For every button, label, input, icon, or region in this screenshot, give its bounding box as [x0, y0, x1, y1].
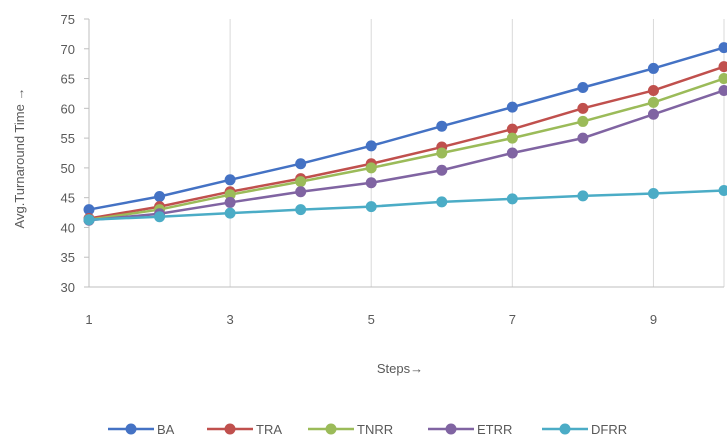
- legend-swatch-marker: [559, 423, 571, 435]
- y-tick-label-55: 55: [61, 131, 75, 146]
- legend-item-dfrr: DFRR: [542, 422, 627, 437]
- legend: BA TRA TNRR ETRR DFRR: [108, 422, 627, 437]
- data-point-ba-6: [436, 120, 448, 132]
- data-point-tnrr-4: [295, 176, 307, 188]
- data-point-ba-1: [83, 204, 95, 216]
- series-ba: [83, 42, 727, 216]
- series-line-etrr: [88, 89, 725, 222]
- data-point-tnrr-9: [647, 96, 659, 108]
- data-point-etrr-6: [436, 164, 448, 176]
- y-tick-label-50: 50: [61, 161, 75, 176]
- legend-swatch-marker: [325, 423, 337, 435]
- y-tick-label-75: 75: [61, 12, 75, 27]
- legend-label-dfrr: DFRR: [591, 422, 627, 437]
- y-tick-label-45: 45: [61, 191, 75, 206]
- data-point-ba-7: [506, 101, 518, 113]
- data-point-tnrr-7: [506, 132, 518, 144]
- data-point-tnrr-5: [365, 162, 377, 174]
- legend-item-tra: TRA: [207, 422, 282, 437]
- series-line-tra: [88, 65, 725, 220]
- data-point-ba-4: [295, 158, 307, 170]
- x-tick-label-3: 3: [226, 312, 233, 327]
- grid-lines: [229, 19, 725, 287]
- series-group: [83, 42, 727, 226]
- data-point-etrr-3: [224, 196, 236, 208]
- series-dfrr: [83, 185, 727, 226]
- legend-label-etrr: ETRR: [477, 422, 512, 437]
- data-point-ba-10: [718, 42, 727, 54]
- legend-label-tnrr: TNRR: [357, 422, 393, 437]
- data-point-dfrr-2: [154, 211, 166, 223]
- data-point-etrr-9: [647, 108, 659, 120]
- data-point-ba-8: [577, 81, 589, 93]
- series-line-ba: [88, 46, 725, 211]
- legend-item-tnrr: TNRR: [308, 422, 393, 437]
- data-point-tra-10: [718, 61, 727, 73]
- legend-label-tra: TRA: [256, 422, 282, 437]
- data-point-etrr-10: [718, 84, 727, 96]
- y-tick-label-30: 30: [61, 280, 75, 295]
- data-point-tnrr-3: [224, 189, 236, 201]
- data-point-etrr-4: [295, 186, 307, 198]
- data-point-dfrr-8: [577, 190, 589, 202]
- series-line-dfrr: [88, 189, 725, 221]
- data-point-dfrr-10: [718, 185, 727, 197]
- data-point-tnrr-8: [577, 115, 589, 127]
- y-tick-label-70: 70: [61, 42, 75, 57]
- data-point-dfrr-9: [647, 187, 659, 199]
- y-tick-label-40: 40: [61, 220, 75, 235]
- data-point-tra-8: [577, 102, 589, 114]
- data-point-tnrr-6: [436, 147, 448, 159]
- series-line-tnrr: [88, 77, 725, 221]
- legend-swatch-marker: [125, 423, 137, 435]
- data-point-dfrr-3: [224, 207, 236, 219]
- x-axis-label: Steps→: [377, 361, 423, 376]
- data-point-dfrr-7: [506, 193, 518, 205]
- axes: [84, 18, 724, 288]
- y-tick-label-65: 65: [61, 72, 75, 87]
- data-point-tra-9: [647, 84, 659, 96]
- data-point-ba-9: [647, 62, 659, 74]
- data-point-dfrr-5: [365, 201, 377, 213]
- legend-swatch-marker: [224, 423, 236, 435]
- data-point-ba-5: [365, 140, 377, 152]
- legend-item-etrr: ETRR: [428, 422, 512, 437]
- x-tick-label-5: 5: [368, 312, 375, 327]
- y-tick-label-35: 35: [61, 250, 75, 265]
- data-point-tra-7: [506, 123, 518, 135]
- data-point-etrr-8: [577, 132, 589, 144]
- series-tra: [83, 61, 727, 225]
- data-point-ba-2: [154, 190, 166, 202]
- data-point-etrr-7: [506, 147, 518, 159]
- y-axis-label: Avg.Turnaround Time →: [12, 88, 27, 229]
- legend-item-ba: BA: [108, 422, 175, 437]
- x-tick-label-9: 9: [650, 312, 657, 327]
- data-point-dfrr-6: [436, 196, 448, 208]
- legend-swatch-marker: [445, 423, 457, 435]
- data-point-dfrr-4: [295, 204, 307, 216]
- x-tick-label-1: 1: [85, 312, 92, 327]
- data-point-tnrr-10: [718, 73, 727, 85]
- legend-label-ba: BA: [157, 422, 175, 437]
- x-tick-label-7: 7: [509, 312, 516, 327]
- y-tick-label-60: 60: [61, 101, 75, 116]
- data-point-ba-3: [224, 174, 236, 186]
- data-point-dfrr-1: [83, 214, 95, 226]
- data-point-etrr-5: [365, 177, 377, 189]
